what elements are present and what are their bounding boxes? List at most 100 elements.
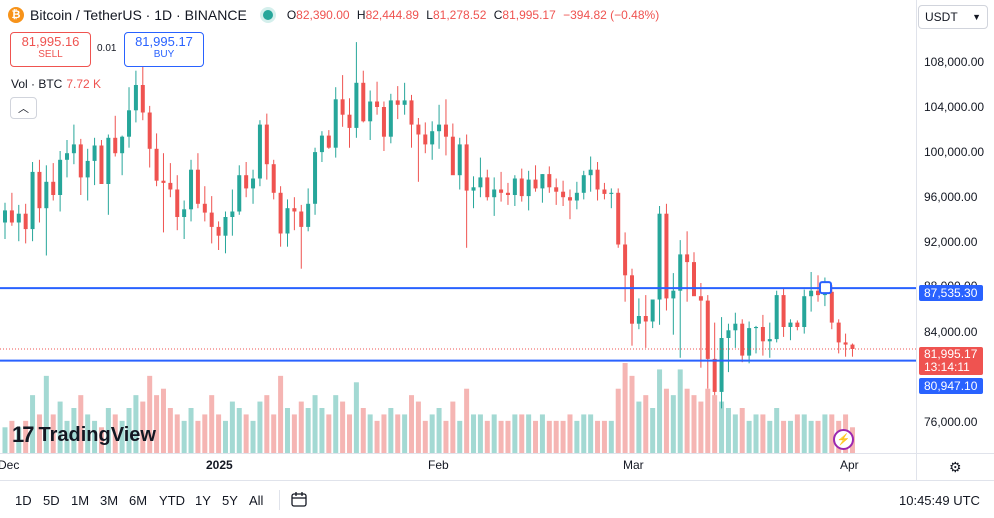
sell-button[interactable]: 81,995.16 SELL bbox=[10, 32, 91, 67]
spread-value: 0.01 bbox=[97, 43, 117, 54]
candle-body bbox=[251, 178, 256, 189]
volume-bar bbox=[533, 420, 539, 453]
candle-body bbox=[189, 169, 194, 210]
candle-body bbox=[381, 107, 386, 137]
volume-bar bbox=[519, 414, 525, 453]
volume-bar bbox=[278, 375, 284, 453]
candle-body bbox=[354, 82, 359, 128]
utc-clock[interactable]: 10:45:49 UTC bbox=[899, 493, 980, 508]
lower-line-price-label[interactable]: 80,947.10 bbox=[919, 378, 983, 394]
candle-body bbox=[554, 187, 559, 192]
price-tick: 108,000.00 bbox=[924, 55, 985, 69]
market-status-icon[interactable] bbox=[262, 10, 273, 20]
upper-line-price-label[interactable]: 87,535.30 bbox=[919, 285, 983, 301]
close-value: 81,995.17 bbox=[502, 8, 556, 22]
chart-settings-icon[interactable]: ⚙ bbox=[949, 459, 962, 475]
volume-bar bbox=[622, 363, 628, 453]
candle-body bbox=[671, 290, 676, 299]
volume-bar bbox=[781, 420, 787, 453]
candle-body bbox=[264, 124, 269, 165]
range-1d-button[interactable]: 1D bbox=[15, 493, 32, 508]
buy-price: 81,995.17 bbox=[135, 34, 193, 49]
buy-button[interactable]: 81,995.17 BUY bbox=[124, 32, 204, 67]
candle-body bbox=[423, 134, 428, 145]
volume-bar bbox=[174, 414, 180, 453]
candle-body bbox=[843, 342, 848, 345]
candle-body bbox=[437, 124, 442, 132]
candle-body bbox=[567, 197, 572, 201]
volume-legend[interactable]: Vol · BTC 7.72 K bbox=[11, 77, 101, 91]
candle-body bbox=[127, 110, 132, 137]
flash-icon[interactable]: ⚡ bbox=[833, 429, 854, 450]
candle-body bbox=[623, 244, 628, 276]
range-3m-button[interactable]: 3M bbox=[100, 493, 119, 508]
collapse-legend-button[interactable]: ︿ bbox=[10, 97, 37, 119]
volume-bar bbox=[505, 420, 511, 453]
volume-bar bbox=[126, 408, 132, 453]
volume-bar bbox=[16, 427, 22, 453]
candle-body bbox=[313, 152, 318, 204]
time-tick: Mar bbox=[623, 458, 644, 472]
volume-bar bbox=[794, 414, 800, 453]
volume-bar bbox=[312, 395, 318, 453]
volume-bar bbox=[636, 401, 642, 453]
candle-body bbox=[664, 213, 669, 299]
flash-glyph: ⚡ bbox=[836, 434, 851, 446]
symbol-header[interactable]: ₿ Bitcoin / TetherUS · 1D · BINANCE O82,… bbox=[8, 7, 663, 23]
candle-body bbox=[464, 144, 469, 191]
volume-bar bbox=[663, 388, 669, 453]
volume-bar bbox=[250, 420, 256, 453]
candle-body bbox=[92, 145, 97, 161]
volume-bar bbox=[774, 408, 780, 453]
volume-bar bbox=[484, 420, 490, 453]
volume-bar bbox=[264, 395, 270, 453]
volume-bar bbox=[257, 401, 263, 453]
range-5d-button[interactable]: 5D bbox=[43, 493, 60, 508]
volume-bar bbox=[787, 420, 793, 453]
candle-body bbox=[492, 189, 497, 198]
volume-bar bbox=[43, 375, 49, 453]
candle-body bbox=[44, 181, 49, 209]
volume-bar bbox=[657, 369, 663, 453]
volume-bar bbox=[160, 388, 166, 453]
volume-bar bbox=[367, 414, 373, 453]
volume-bar bbox=[381, 414, 387, 453]
volume-bar bbox=[154, 395, 160, 453]
candle-body bbox=[361, 82, 366, 122]
range-1y-button[interactable]: 1Y bbox=[195, 493, 211, 508]
volume-bar bbox=[2, 427, 8, 453]
candle-body bbox=[505, 192, 510, 195]
open-label: O bbox=[286, 8, 297, 22]
date-range-icon[interactable] bbox=[290, 491, 308, 508]
volume-bar bbox=[202, 414, 208, 453]
candle-body bbox=[788, 322, 793, 327]
range-all-button[interactable]: All bbox=[249, 493, 264, 508]
volume-bar bbox=[567, 414, 573, 453]
candle-body bbox=[512, 178, 517, 195]
volume-bar bbox=[491, 414, 497, 453]
volume-bar bbox=[243, 414, 249, 453]
range-1m-button[interactable]: 1M bbox=[71, 493, 90, 508]
range-ytd-button[interactable]: YTD bbox=[159, 493, 185, 508]
range-6m-button[interactable]: 6M bbox=[129, 493, 148, 508]
volume-bar bbox=[670, 395, 676, 453]
volume-bar bbox=[422, 420, 428, 453]
candle-body bbox=[588, 169, 593, 176]
line-anchor-handle bbox=[819, 281, 832, 295]
candle-body bbox=[519, 178, 524, 197]
candle-body bbox=[106, 137, 111, 184]
volume-bar bbox=[140, 401, 146, 453]
tradingview-wordmark: TradingView bbox=[38, 423, 156, 446]
candle-body bbox=[678, 254, 683, 291]
range-5y-button[interactable]: 5Y bbox=[222, 493, 238, 508]
candle-body bbox=[595, 169, 600, 190]
volume-bar bbox=[50, 414, 56, 453]
open-value: 82,390.00 bbox=[296, 8, 350, 22]
tradingview-logo[interactable]: 17 TradingView bbox=[12, 422, 156, 448]
symbol-title[interactable]: Bitcoin / TetherUS · 1D · BINANCE bbox=[30, 7, 247, 23]
currency-selector[interactable]: USDT ▼ bbox=[918, 5, 988, 29]
candle-body bbox=[230, 211, 235, 217]
volume-bar bbox=[643, 395, 649, 453]
price-tick: 100,000.00 bbox=[924, 145, 985, 159]
